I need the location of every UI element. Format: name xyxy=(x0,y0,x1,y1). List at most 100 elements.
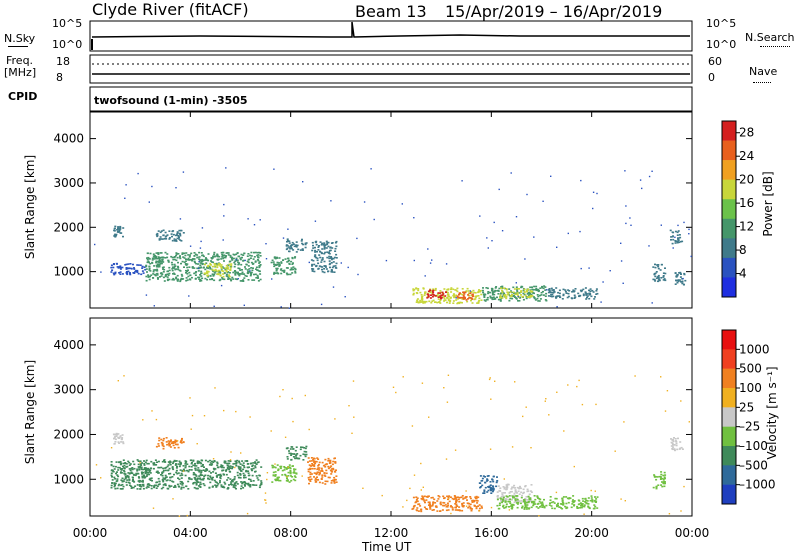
data-cell xyxy=(168,238,171,240)
data-cell xyxy=(541,286,544,289)
data-cell xyxy=(214,472,217,474)
data-cell xyxy=(290,459,293,461)
data-cell xyxy=(416,507,419,509)
data-cell xyxy=(241,464,244,466)
data-speck xyxy=(580,267,582,270)
data-cell xyxy=(175,239,177,241)
data-cell xyxy=(475,507,478,510)
data-cell xyxy=(501,289,503,292)
data-cell xyxy=(530,506,533,509)
data-cell xyxy=(446,506,449,508)
data-cell xyxy=(173,267,175,269)
data-cell xyxy=(113,485,116,488)
data-cell xyxy=(110,266,113,269)
data-cell xyxy=(155,269,158,272)
data-cell xyxy=(472,289,475,292)
data-cell xyxy=(168,266,171,269)
data-cell xyxy=(328,476,331,479)
data-cell xyxy=(549,499,552,501)
data-cell xyxy=(671,447,674,450)
data-speck xyxy=(197,267,200,269)
data-cell xyxy=(286,240,288,243)
data-cell xyxy=(280,268,283,270)
data-cell xyxy=(250,255,253,257)
data-cell xyxy=(116,231,119,233)
data-cell xyxy=(562,293,565,296)
data-cell xyxy=(539,502,542,504)
data-cell xyxy=(271,481,274,483)
data-cell xyxy=(220,475,223,477)
data-cell xyxy=(234,274,237,276)
data-cell xyxy=(181,275,184,277)
data-cell xyxy=(166,465,169,468)
data-cell xyxy=(250,480,253,482)
data-cell xyxy=(657,265,660,268)
data-cell xyxy=(194,278,197,280)
data-cell xyxy=(482,291,485,294)
data-speck xyxy=(94,243,96,246)
data-cell xyxy=(564,505,567,508)
data-cell xyxy=(301,248,304,250)
data-cell xyxy=(595,500,598,503)
data-cell xyxy=(133,467,136,470)
data-cell xyxy=(158,265,161,268)
data-cell xyxy=(191,266,194,268)
data-cell xyxy=(194,462,196,465)
data-cell xyxy=(517,294,520,297)
data-speck xyxy=(424,275,426,277)
data-cell xyxy=(237,271,239,274)
data-cell xyxy=(212,461,215,463)
data-speck xyxy=(622,282,624,284)
data-cell xyxy=(548,504,551,506)
data-cell xyxy=(301,446,304,449)
data-cell xyxy=(219,263,221,265)
data-cell xyxy=(241,273,244,275)
data-cell xyxy=(523,500,525,503)
data-speck xyxy=(420,489,422,491)
data-cell xyxy=(292,249,295,251)
data-cell xyxy=(115,234,117,237)
data-cell xyxy=(446,297,449,299)
data-cell xyxy=(290,247,293,250)
data-cell xyxy=(295,472,298,474)
data-cell xyxy=(422,302,425,304)
colorbar-segment xyxy=(722,140,736,161)
data-speck xyxy=(308,261,310,264)
data-cell xyxy=(229,260,232,263)
data-cell xyxy=(589,288,592,290)
data-cell xyxy=(657,267,660,270)
data-cell xyxy=(489,481,492,483)
data-cell xyxy=(455,289,458,292)
data-cell xyxy=(180,477,183,479)
data-cell xyxy=(198,258,201,260)
data-speck xyxy=(110,447,113,449)
data-speck xyxy=(634,375,636,377)
station-title: Clyde River (fitACF) xyxy=(92,0,249,19)
data-speck xyxy=(253,224,256,226)
data-cell xyxy=(486,287,489,290)
data-cell xyxy=(448,302,451,304)
data-speck xyxy=(284,436,287,438)
data-cell xyxy=(431,295,434,298)
data-cell xyxy=(578,500,581,502)
data-cell xyxy=(220,464,223,466)
data-cell xyxy=(535,506,538,508)
data-speck xyxy=(264,499,267,501)
data-cell xyxy=(482,475,485,477)
data-cell xyxy=(437,495,440,497)
data-cell xyxy=(252,262,255,265)
data-cell xyxy=(289,269,292,271)
data-cell xyxy=(671,242,674,245)
data-cell xyxy=(200,478,203,481)
data-cell xyxy=(512,496,515,499)
data-cell xyxy=(315,472,318,475)
data-cell xyxy=(216,253,219,256)
data-cell xyxy=(516,506,519,509)
data-speck xyxy=(651,170,653,172)
data-cell xyxy=(187,480,190,483)
data-cell xyxy=(316,476,318,478)
data-cell xyxy=(503,507,506,509)
data-cell xyxy=(494,287,497,289)
data-cell xyxy=(290,260,293,263)
